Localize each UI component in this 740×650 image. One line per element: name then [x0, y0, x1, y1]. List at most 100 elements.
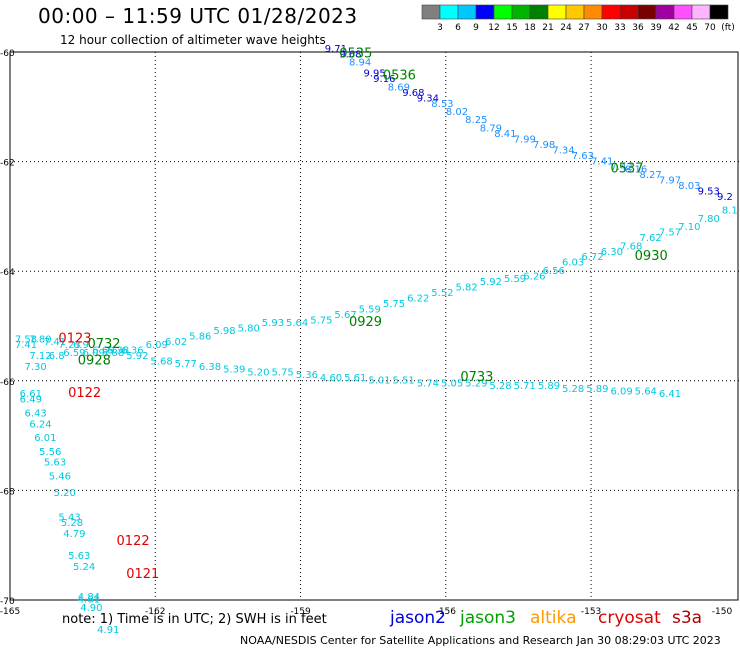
wave-height-value: 8.79 — [480, 123, 502, 134]
wave-height-value: 4.60 — [320, 373, 342, 384]
wave-height-value: 4.81 — [78, 595, 100, 606]
pass-time-label: 0930 — [635, 249, 668, 264]
wave-height-value: 5.39 — [223, 365, 245, 376]
lat-tick-label: -70 — [0, 597, 15, 607]
lat-tick-label: -68 — [0, 487, 15, 497]
colorbar-label: 27 — [578, 23, 589, 33]
wave-height-value: 5.80 — [238, 323, 260, 334]
lon-tick-label: -165 — [0, 607, 20, 617]
wave-height-value: 8.53 — [431, 99, 453, 110]
wave-height-value: 5.64 — [286, 318, 308, 329]
colorbar-label: 39 — [650, 23, 662, 33]
colorbar-swatch — [637, 4, 657, 20]
wave-height-value: 6.49 — [20, 395, 42, 406]
colorbar-label: 3 — [437, 23, 443, 33]
wave-height-value: 9.95 — [363, 69, 385, 80]
colorbar-swatch — [601, 4, 621, 20]
colorbar-swatch — [511, 4, 531, 20]
wave-height-value: 8.27 — [640, 170, 662, 181]
wave-height-value: 5.28 — [562, 384, 584, 395]
wave-height-value: 6.26 — [523, 271, 545, 282]
colorbar-label: 45 — [686, 23, 697, 33]
wave-height-value: 5.43 — [58, 513, 80, 524]
wave-height-value: 6.43 — [25, 408, 47, 419]
wave-height-value: 6.09 — [610, 387, 632, 398]
colorbar-label: 42 — [668, 23, 679, 33]
wave-height-value: 8.25 — [465, 115, 487, 126]
wave-height-value: 5.61 — [344, 373, 366, 384]
wave-height-value: 6.01 — [34, 433, 56, 444]
wave-height-value: 7.80 — [698, 214, 720, 225]
wave-height-value: 5.88 — [102, 348, 124, 359]
wave-height-value: 9.34 — [417, 93, 439, 104]
colorbar-swatch — [583, 4, 603, 20]
plot-frame — [9, 51, 739, 601]
wave-height-value: 7.30 — [25, 362, 47, 373]
lon-tick-label: -162 — [145, 607, 165, 617]
wave-height-value: 4.90 — [80, 603, 102, 614]
wave-height-value: 8.41 — [494, 129, 516, 140]
colorbar-swatch — [529, 4, 549, 20]
colorbar-swatch — [457, 4, 477, 20]
wave-height-value: 5.68 — [150, 356, 172, 367]
colorbar-swatch — [691, 4, 711, 20]
lon-tick-label: -153 — [581, 607, 601, 617]
wave-height-value: 7.62 — [640, 233, 662, 244]
page-title: 00:00 – 11:59 UTC 01/28/2023 — [38, 4, 358, 28]
wave-height-value: 6.41 — [659, 389, 681, 400]
wave-height-value: 7.34 — [552, 145, 574, 156]
wave-height-value: 5.74 — [417, 378, 439, 389]
wave-height-value: 6.24 — [29, 419, 51, 430]
pass-time-label: 0733 — [460, 370, 493, 385]
wave-height-value: 7.68 — [620, 241, 642, 252]
colorbar-swatch — [619, 4, 639, 20]
wave-height-value: 5.28 — [61, 518, 83, 529]
wave-height-value: 5.67 — [334, 310, 356, 321]
wave-height-value: 8.16 — [625, 165, 647, 176]
colorbar-swatch — [475, 4, 495, 20]
wave-height-value: 8.94 — [349, 58, 371, 69]
legend-jason2: jason2 — [390, 608, 446, 628]
wave-height-value: 7.57 — [659, 228, 681, 239]
wave-height-value: 6.02 — [165, 337, 187, 348]
wave-height-value: 5.46 — [49, 471, 71, 482]
colorbar-label: 24 — [560, 23, 572, 33]
wave-height-value: 6.30 — [601, 247, 623, 258]
colorbar-label: 21 — [542, 23, 553, 33]
pass-time-label: 0535 — [339, 46, 372, 61]
wave-height-value: 4.91 — [97, 625, 119, 636]
colorbar-label: 30 — [596, 23, 608, 33]
lon-tick-label: -159 — [290, 607, 311, 617]
pass-time-label: 0536 — [383, 68, 416, 83]
wave-height-value: 7.10 — [678, 222, 700, 233]
colorbar-swatch — [565, 4, 585, 20]
wave-height-value: 6.69 — [92, 345, 114, 356]
wave-height-value: 6.8 — [49, 351, 65, 362]
lon-tick-label: -150 — [712, 607, 733, 617]
wave-height-value: 5.98 — [213, 326, 235, 337]
wave-height-value: 5.20 — [247, 367, 269, 378]
colorbar-swatch — [709, 4, 729, 20]
wave-height-value: 8.1 — [722, 206, 738, 217]
wave-height-value: 5.59 — [504, 274, 526, 285]
colorbar-label: 33 — [614, 23, 625, 33]
colorbar-swatch — [547, 4, 567, 20]
wave-height-value: 5.89 — [538, 381, 560, 392]
colorbar-swatch — [421, 4, 441, 20]
pass-time-label: 0537 — [610, 162, 643, 177]
wave-height-value: 8.69 — [388, 82, 410, 93]
wave-height-value: 6.56 — [543, 266, 565, 277]
colorbar-swatch — [673, 4, 693, 20]
wave-height-value: 5.29 — [465, 378, 487, 389]
wave-height-value: 7.80 — [29, 334, 51, 345]
wave-height-value: 9.53 — [698, 186, 720, 197]
wave-height-value: 6.9 — [73, 340, 89, 351]
lon-tick-label: -156 — [436, 607, 457, 617]
lat-tick-label: -64 — [0, 268, 15, 278]
legend-altika: altika — [530, 608, 577, 628]
colorbar-label: 15 — [506, 23, 517, 33]
wave-height-value: 6.03 — [562, 258, 584, 269]
wave-height-value: 6.72 — [581, 252, 603, 263]
lat-tick-label: -60 — [0, 49, 15, 59]
